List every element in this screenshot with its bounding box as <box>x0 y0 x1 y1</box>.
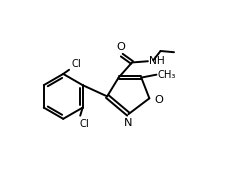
Text: O: O <box>155 95 164 104</box>
Text: N: N <box>124 118 132 128</box>
Text: CH₃: CH₃ <box>158 70 176 80</box>
Text: Cl: Cl <box>71 59 81 69</box>
Text: NH: NH <box>149 56 165 66</box>
Text: Cl: Cl <box>79 119 89 129</box>
Text: O: O <box>116 42 125 52</box>
